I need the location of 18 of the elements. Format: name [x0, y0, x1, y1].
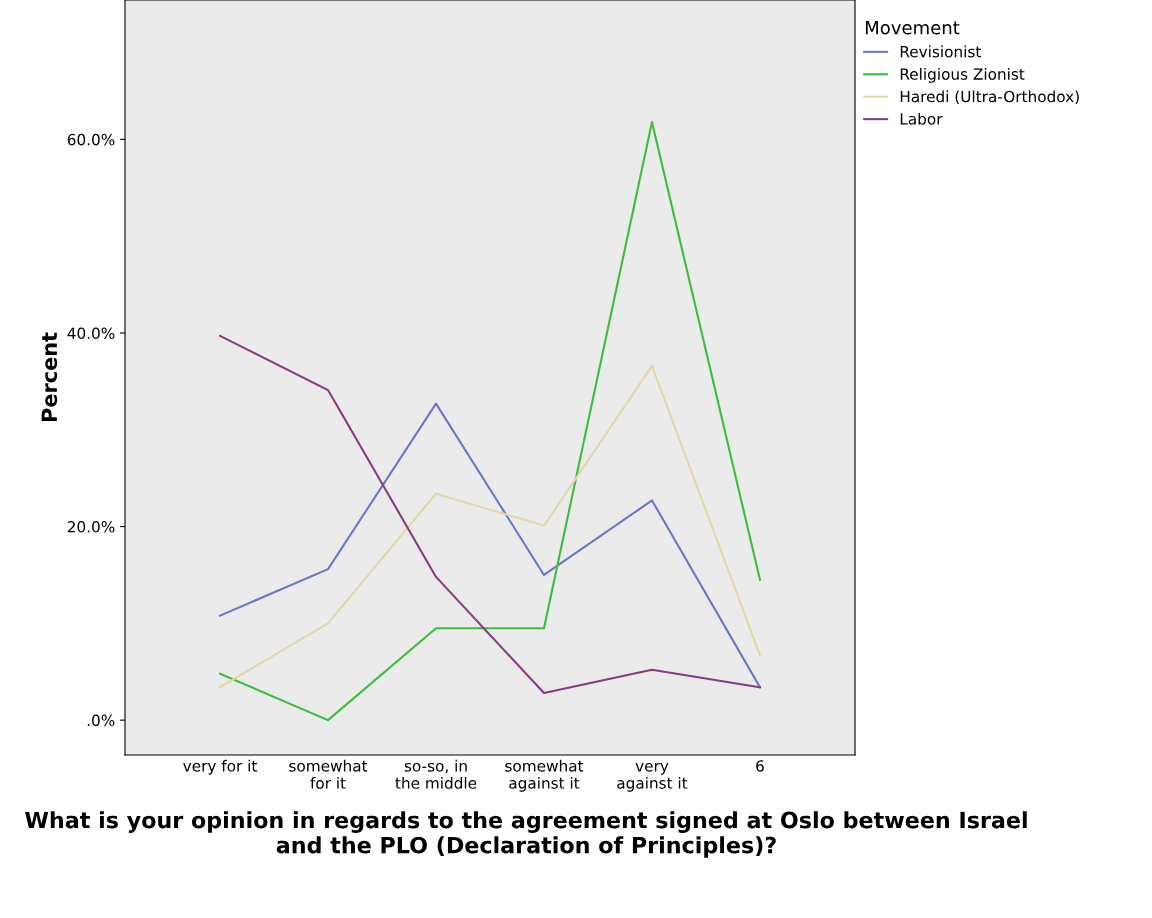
- y-tick-label: .0%: [87, 714, 115, 727]
- x-tick-label: so-so, in the middle: [395, 759, 477, 789]
- x-axis-title: What is your opinion in regards to the agreement signed at Oslo between Israel and the PLO (Declaration of Principles)?: [25, 811, 1027, 858]
- legend-label: Labor: [900, 112, 943, 125]
- x-tick-label: very for it: [183, 759, 258, 775]
- x-tick-label: very against it: [617, 762, 688, 792]
- x-tick-label: 6: [756, 760, 764, 772]
- legend-label: Religious Zionist: [900, 68, 1025, 83]
- line-series: [218, 120, 762, 722]
- y-tick-label: 20.0%: [67, 521, 115, 533]
- legend-label: Revisionist: [900, 45, 981, 58]
- legend-title: Movement: [865, 21, 960, 35]
- x-tick-label: somewhat for it: [289, 759, 368, 789]
- y-tick-label: 40.0%: [67, 327, 115, 339]
- y-tick-label: 60.0%: [67, 133, 115, 146]
- y-axis-title: Percent: [41, 332, 58, 422]
- legend-label: Haredi (Ultra-Orthodox): [900, 90, 1079, 105]
- x-tick-label: somewhat against it: [505, 759, 584, 792]
